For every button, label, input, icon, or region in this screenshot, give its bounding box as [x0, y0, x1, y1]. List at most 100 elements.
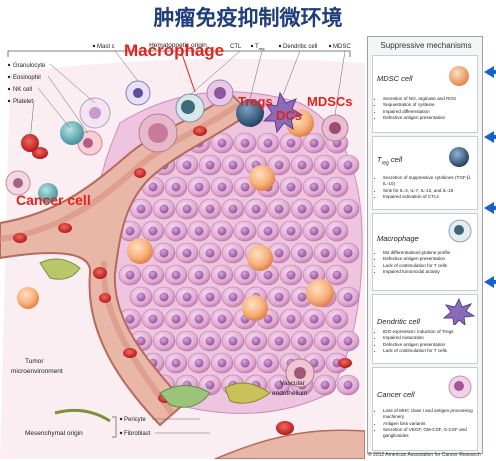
dendritic-bullet: IDO expression: induction of Tregs [383, 329, 453, 335]
tumor-cell-nucleus [297, 292, 307, 302]
treg-bullet: Impaired activation of CTLs [383, 194, 475, 200]
tumor-cell-nucleus [309, 138, 319, 148]
tumor-cell-nucleus [217, 226, 227, 236]
cancer-bullet: Loss of MHC class I and antigen processi… [383, 408, 475, 421]
tumor-cell-nucleus [159, 292, 169, 302]
mesenchymal-origin-label: Mesenchymal origin [25, 430, 83, 437]
tumor-cell-nucleus [194, 270, 204, 280]
tumor-cell-nucleus [125, 226, 135, 236]
tumor-cell-nucleus [263, 314, 273, 324]
tumor-cell-nucleus [320, 380, 330, 390]
mdsc-bullet: Defective antigen presentation [383, 115, 456, 121]
treg-bullet: Sink for IL-2, IL-7, IL-12, and IL-15 [383, 188, 475, 194]
tumor-cell-nucleus [171, 314, 181, 324]
tumor-cell-nucleus [274, 292, 284, 302]
tumor-cell-nucleus [148, 182, 158, 192]
tumor-cell-nucleus [274, 204, 284, 214]
tumor-cell-nucleus [263, 138, 273, 148]
tumor-cell-nucleus [343, 380, 353, 390]
treg-arrow-icon [484, 131, 494, 143]
tumor-cell-nucleus [286, 270, 296, 280]
treg-bullet: Secretion of suppressive cytokines (TGF-… [383, 175, 475, 188]
tumor-cell-nucleus [194, 226, 204, 236]
dendritic-bullet: Impaired maturation [383, 335, 453, 341]
tumor-cell-nucleus [228, 292, 238, 302]
mast-cell-label: Mast c [97, 44, 115, 50]
macrophage-heading: Macrophage [377, 234, 419, 243]
treg-label: Treg [255, 44, 264, 51]
eosinophil-label: Eosinophil [13, 75, 41, 81]
tumor-cell-nucleus [136, 204, 146, 214]
dendritic-cell-heading: Dendritic cell [377, 317, 420, 326]
treg-cell-icon [449, 147, 469, 167]
tumor-cell-nucleus [309, 182, 319, 192]
tumor-cell-nucleus [125, 314, 135, 324]
copyright-notice: © 2012 American Association for Cancer R… [368, 452, 481, 458]
cancer-cell-overlay-label: Cancer cell [16, 192, 91, 208]
mdsc-label: MDSC [333, 44, 351, 50]
macrophage-bullet: Defective antigen presentation [383, 256, 450, 262]
macrophage-bullet: M2 differentiation/cytokine profile [383, 250, 450, 256]
tumor-cell-nucleus [240, 182, 250, 192]
tumor-cell-nucleus [286, 226, 296, 236]
vascular-label-line1: Vascular [280, 380, 306, 387]
page-title: 肿瘤免疫抑制微环境 [153, 6, 343, 30]
tumor-cell-nucleus [205, 248, 215, 258]
suppressive-mechanisms-panel: Suppressive mechanisms MDSC cell Secreti… [367, 36, 483, 454]
tumor-cell-nucleus [205, 380, 215, 390]
cancer-bullet: Antigen loss variants [383, 421, 475, 427]
granulocyte-label: Granulocyte [13, 63, 46, 69]
tumor-cell-nucleus [171, 270, 181, 280]
ctl-label: CTL [230, 44, 242, 50]
macrophage-overlay-label: Macrophage [124, 41, 225, 60]
tumor-cell-nucleus [217, 270, 227, 280]
tumor-cell-nucleus [125, 270, 135, 280]
blood-vessel [0, 91, 252, 427]
tumor-cell-nucleus [182, 292, 192, 302]
orange-cells [17, 165, 334, 388]
tumor-cell-nucleus [343, 292, 353, 302]
tumor-cell-nucleus [240, 138, 250, 148]
tumor-cell-nucleus [182, 336, 192, 346]
tumor-cell-nucleus [240, 226, 250, 236]
tumor-cell-nucleus [309, 226, 319, 236]
cancer-cell-icon [448, 375, 472, 399]
tumor-cell-nucleus [228, 336, 238, 346]
tumor-cell-nucleus [263, 226, 273, 236]
tumor-cell-nucleus [320, 336, 330, 346]
tumor-label-line1: Tumor [25, 358, 44, 365]
macrophage-cell-icon [448, 219, 472, 243]
pericyte-label: Pericyte [124, 417, 146, 423]
tumor-cell-nucleus [320, 160, 330, 170]
cancer-bullet: Secretion of VEGF, GM-CSF, G-CSF and gan… [383, 427, 475, 440]
mdsc-bullet: Impaired differentiation [383, 109, 456, 115]
tumor-cell-nucleus [136, 336, 146, 346]
dendritic-cell-icon [443, 297, 475, 325]
tumor-cell-nucleus [148, 270, 158, 280]
tumor-cell-nucleus [332, 270, 342, 280]
tumor-cell-nucleus [251, 336, 261, 346]
tumor-cell-nucleus [297, 204, 307, 214]
tumor-cell-nucleus [297, 160, 307, 170]
tumor-cell-nucleus [148, 226, 158, 236]
tumor-cell-nucleus [251, 204, 261, 214]
panel-title: Suppressive mechanisms [380, 41, 472, 50]
tumor-cell-nucleus [263, 358, 273, 368]
mdsc-arrow-icon [484, 66, 494, 78]
cancer-cell-heading: Cancer cell [377, 390, 415, 399]
left-blood-cells [5, 134, 58, 203]
mdsc-cell-icon [449, 66, 469, 86]
red-blood-cells [13, 126, 352, 435]
tumor-cell-nucleus [274, 248, 284, 258]
tumor-cell-nucleus [332, 226, 342, 236]
tumor-cell-nucleus [228, 248, 238, 258]
tumor-microenvironment-illustration: Hematopoetic origin Granulocyte Eosinoph… [0, 33, 365, 459]
tumor-cell-nucleus [217, 314, 227, 324]
tumor-cell-nucleus [182, 248, 192, 258]
tumor-cell-nucleus [228, 160, 238, 170]
tumor-cell-nucleus [297, 336, 307, 346]
tumor-cell-nucleus [159, 248, 169, 258]
tumor-cell-nucleus [309, 270, 319, 280]
tumor-cell-nucleus [320, 248, 330, 258]
fibroblasts [39, 258, 271, 423]
